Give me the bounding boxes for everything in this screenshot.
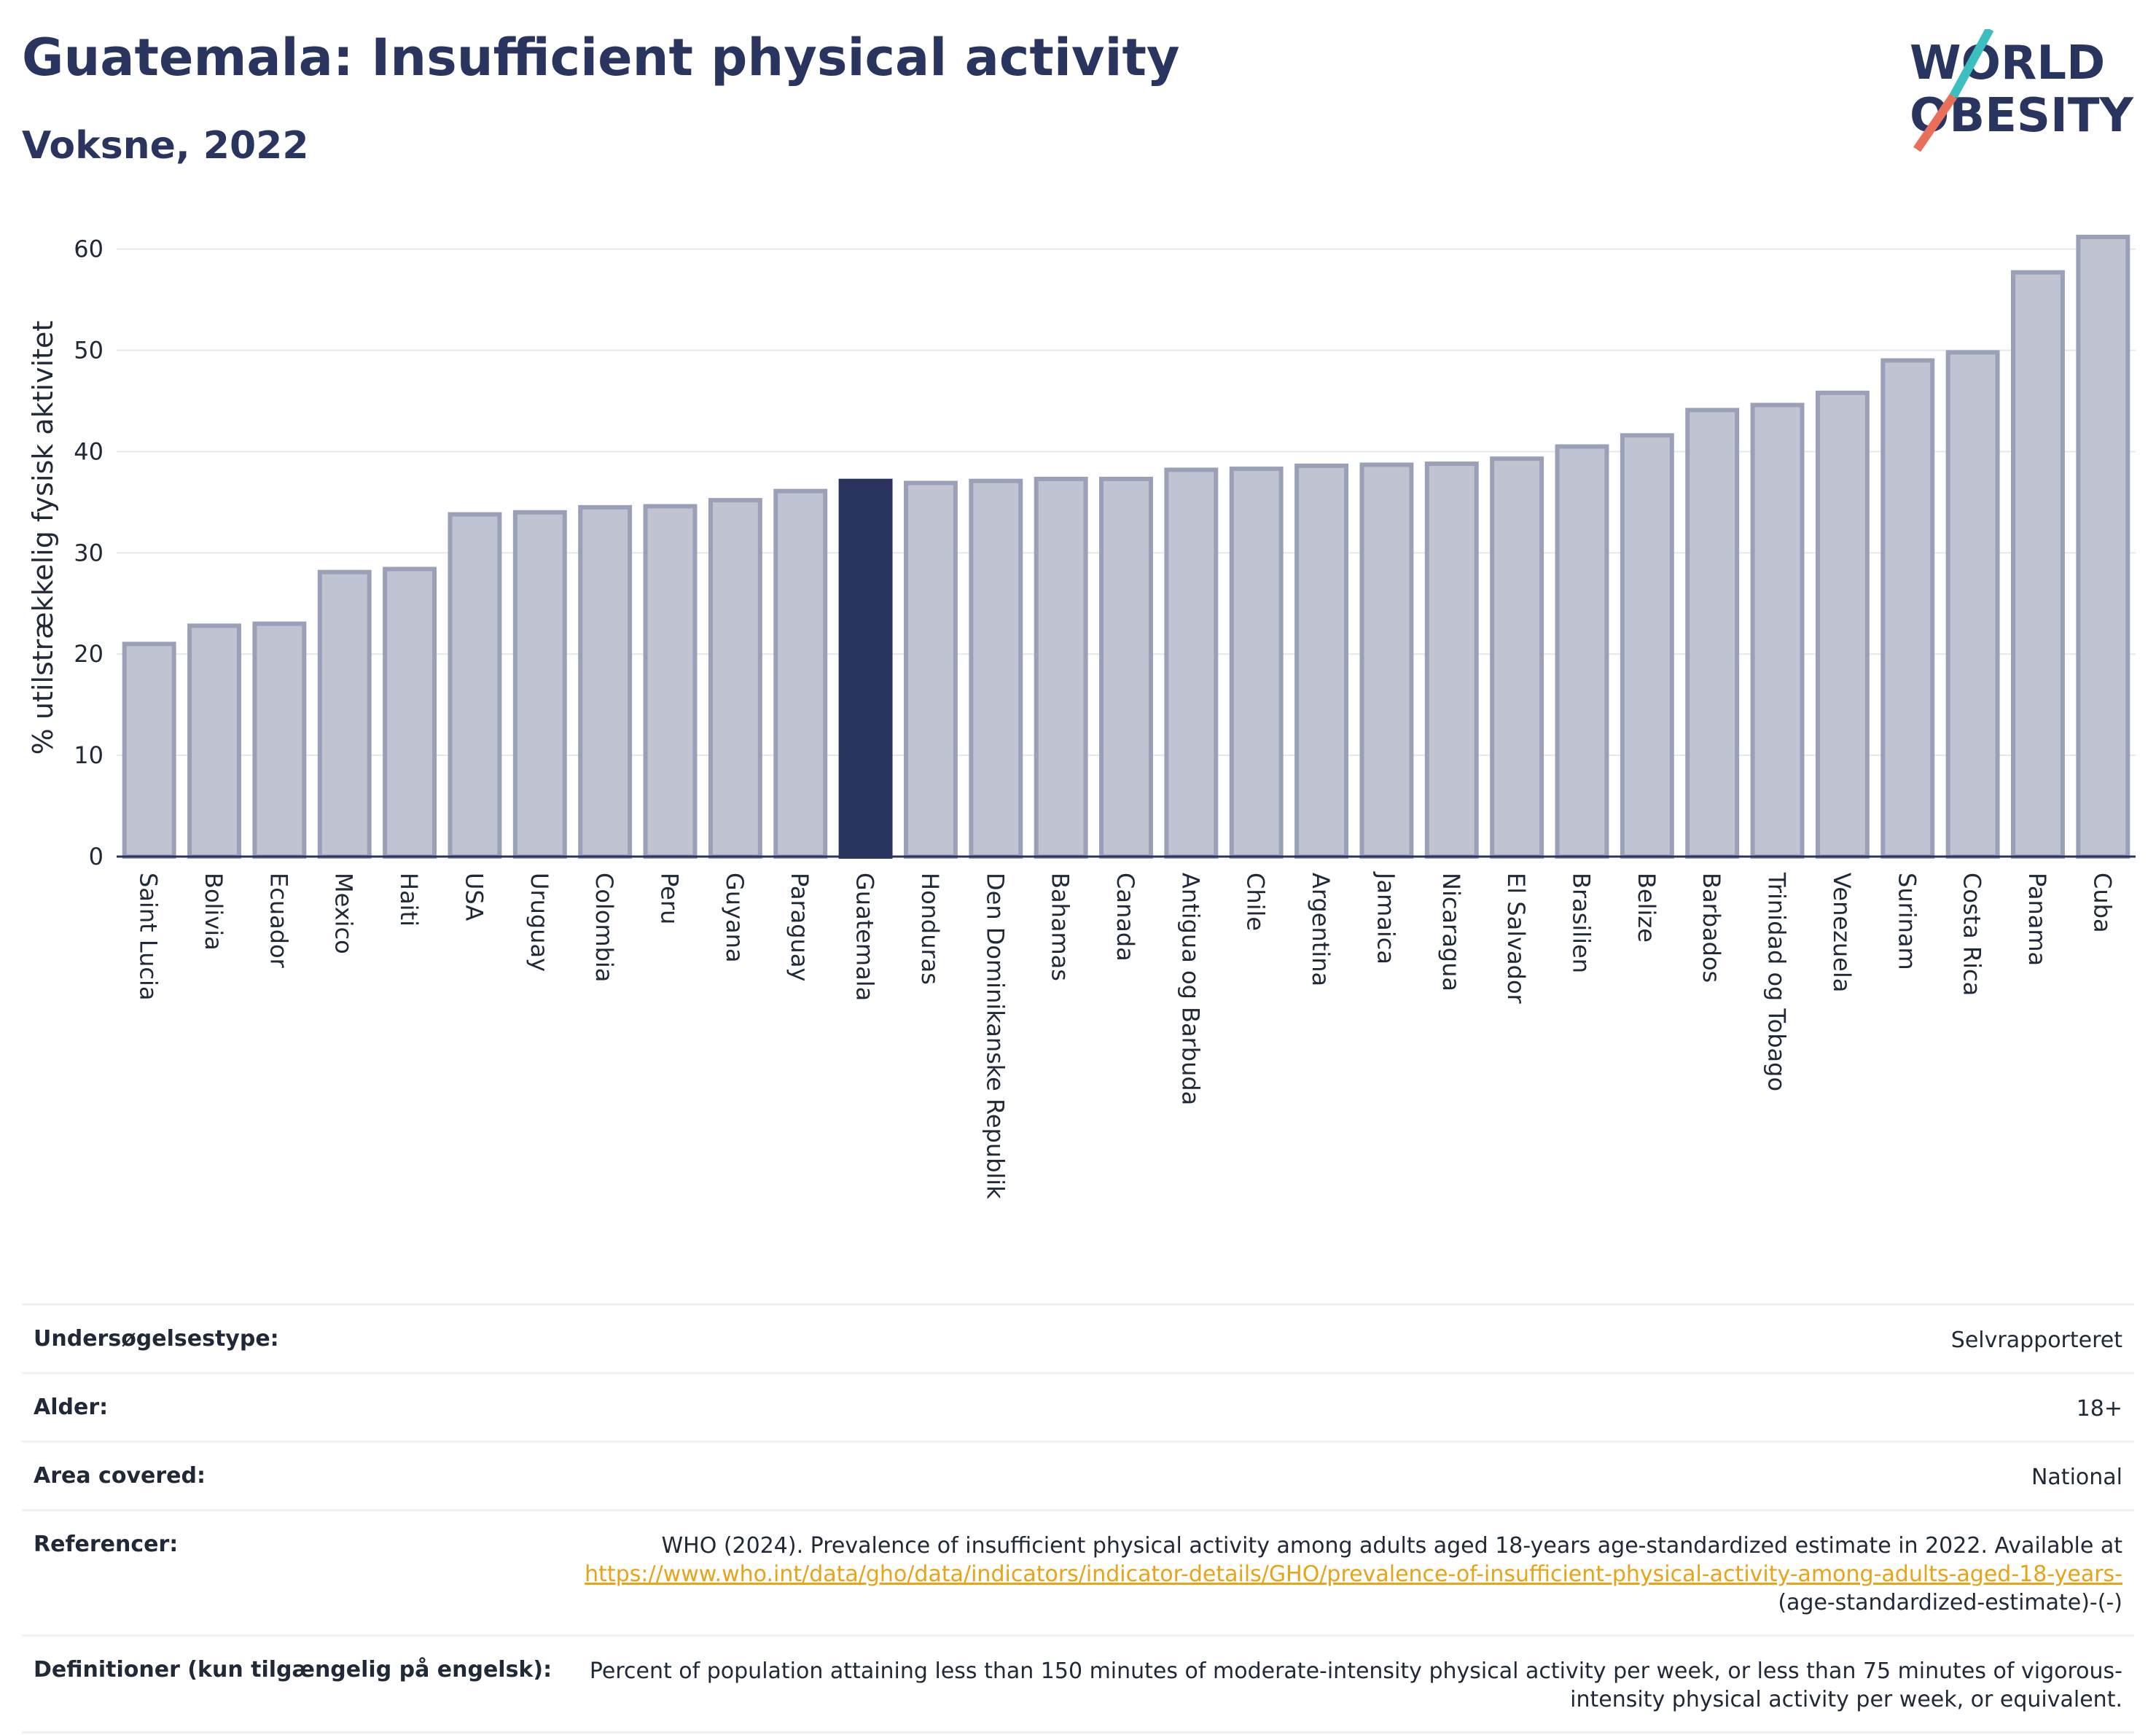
x-tick-label: Brasilien	[1567, 873, 1595, 973]
bar-surinam	[1880, 358, 1935, 859]
x-tick-label: Nicaragua	[1437, 873, 1465, 991]
bar-colombia	[578, 504, 633, 859]
bar-uruguay	[512, 510, 567, 859]
references-text: WHO (2024). Prevalence of insufficient p…	[661, 1533, 2122, 1559]
bar-jamaica	[1359, 462, 1414, 859]
bar-paraguay	[773, 488, 828, 859]
bar-guatemala	[838, 478, 893, 859]
x-tick-label: Bahamas	[1047, 873, 1074, 981]
world-obesity-logo: WORLD OBESITY	[1910, 29, 2133, 152]
info-row-area: Area covered: National	[22, 1440, 2134, 1509]
info-row-definitions: Definitioner (kun tilgængelig på engelsk…	[22, 1634, 2134, 1734]
area-label: Area covered:	[34, 1463, 206, 1489]
age-value: 18+	[2076, 1396, 2122, 1422]
x-tick-label: Surinam	[1893, 873, 1921, 970]
x-tick-label: Chile	[1242, 873, 1270, 931]
bar-brasilien	[1555, 444, 1609, 859]
y-tick-label: 40	[74, 437, 103, 465]
x-tick-label: Venezuela	[1828, 873, 1856, 992]
definitions-value: Percent of population attaining less tha…	[589, 1658, 2122, 1712]
x-tick-label: Argentina	[1307, 873, 1335, 986]
bar-canada	[1099, 476, 1153, 859]
y-tick-label: 50	[74, 337, 103, 364]
x-tick-label: Trinidad og Tobago	[1763, 872, 1791, 1091]
info-table: Undersøgelsestype: Selvrapporteret Alder…	[22, 1303, 2134, 1734]
x-tick-label: Bolivia	[200, 873, 227, 951]
bar-mexico	[317, 569, 372, 859]
x-tick-label: Ecuador	[265, 873, 292, 969]
bar-belize	[1620, 433, 1674, 859]
bar-peru	[643, 504, 698, 859]
bar-antigua-og-barbuda	[1164, 467, 1219, 859]
x-tick-label: Costa Rica	[1958, 873, 1986, 996]
survey-type-label: Undersøgelsestype:	[34, 1326, 279, 1352]
page-subtitle: Voksne, 2022	[22, 124, 309, 168]
x-tick-label: Uruguay	[526, 873, 553, 972]
bar-guyana	[708, 498, 762, 859]
info-row-survey-type: Undersøgelsestype: Selvrapporteret	[22, 1303, 2134, 1372]
x-tick-label: Peru	[656, 873, 684, 924]
y-tick-label: 30	[74, 539, 103, 566]
bar-usa	[448, 512, 502, 859]
bar-venezuela	[1815, 390, 1870, 859]
y-tick-label: 20	[74, 640, 103, 668]
x-tick-label: Antigua og Barbuda	[1176, 873, 1204, 1105]
x-tick-label: Colombia	[590, 873, 618, 982]
y-axis-label: % utilstrækkelig fysisk aktivitet	[27, 321, 59, 755]
x-tick-label: Cuba	[2088, 873, 2116, 933]
x-tick-label: Canada	[1112, 873, 1139, 962]
references-value: WHO (2024). Prevalence of insufficient p…	[570, 1532, 2134, 1617]
x-tick-label: El Salvador	[1502, 873, 1530, 1005]
x-tick-label: Den Dominikanske Republik	[981, 873, 1009, 1199]
bar-chart: 0 10 20 30 40 50 60 % utilstrækkelig fysisk akt…	[27, 235, 2136, 1199]
page-title: Guatemala: Insufficient physical activit…	[22, 28, 1180, 87]
bar-honduras	[903, 480, 958, 859]
y-tick-label: 60	[74, 235, 103, 263]
bar-cuba	[2076, 235, 2130, 859]
bar-argentina	[1294, 463, 1349, 859]
x-tick-label: USA	[460, 873, 488, 921]
bar-panama	[2011, 270, 2065, 859]
y-tick-label: 10	[74, 741, 103, 769]
references-link[interactable]: https://www.who.int/data/gho/data/indica…	[585, 1562, 2122, 1587]
bar-bahamas	[1034, 476, 1088, 859]
y-tick-label: 0	[89, 843, 103, 870]
bar-trinidad-og-tobago	[1750, 402, 1805, 859]
x-tick-label: Guyana	[721, 873, 749, 963]
survey-type-value: Selvrapporteret	[1950, 1327, 2122, 1353]
x-tick-label: Jamaica	[1372, 871, 1399, 964]
x-tick-label: Guatemala	[851, 873, 879, 1001]
x-tick-label: Panama	[2023, 873, 2051, 966]
x-tick-label: Mexico	[330, 873, 358, 954]
area-value: National	[2031, 1465, 2122, 1490]
references-label: Referencer:	[34, 1532, 179, 1557]
x-tick-label: Saint Lucia	[135, 873, 163, 1000]
age-label: Alder:	[34, 1395, 109, 1420]
bar-ecuador	[252, 621, 307, 859]
logo-slash-coral	[1913, 93, 1957, 152]
references-suffix: (age-standardized-estimate)-(-)	[1778, 1590, 2122, 1615]
x-tick-label: Paraguay	[786, 873, 813, 981]
bar-haiti	[383, 566, 437, 859]
info-row-age: Alder: 18+	[22, 1372, 2134, 1440]
bar-nicaragua	[1424, 461, 1479, 859]
x-tick-label: Haiti	[395, 873, 423, 927]
x-tick-label: Belize	[1633, 873, 1660, 943]
logo-slash-teal	[1949, 29, 1994, 98]
bar-el-salvador	[1490, 456, 1544, 859]
x-tick-label: Honduras	[916, 873, 944, 985]
logo-line1: WORLD	[1910, 36, 2105, 90]
bar-chile	[1229, 467, 1284, 859]
definitions-label: Definitioner (kun tilgængelig på engelsk…	[34, 1657, 552, 1683]
bar-saint-lucia	[122, 642, 176, 859]
bar-bolivia	[187, 623, 241, 859]
x-tick-label: Barbados	[1698, 873, 1725, 983]
bar-den-dominikanske-republik	[969, 478, 1023, 859]
info-row-references: Referencer: WHO (2024). Prevalence of in…	[22, 1509, 2134, 1634]
bar-costa-rica	[1945, 350, 2000, 859]
bar-barbados	[1685, 408, 1740, 859]
